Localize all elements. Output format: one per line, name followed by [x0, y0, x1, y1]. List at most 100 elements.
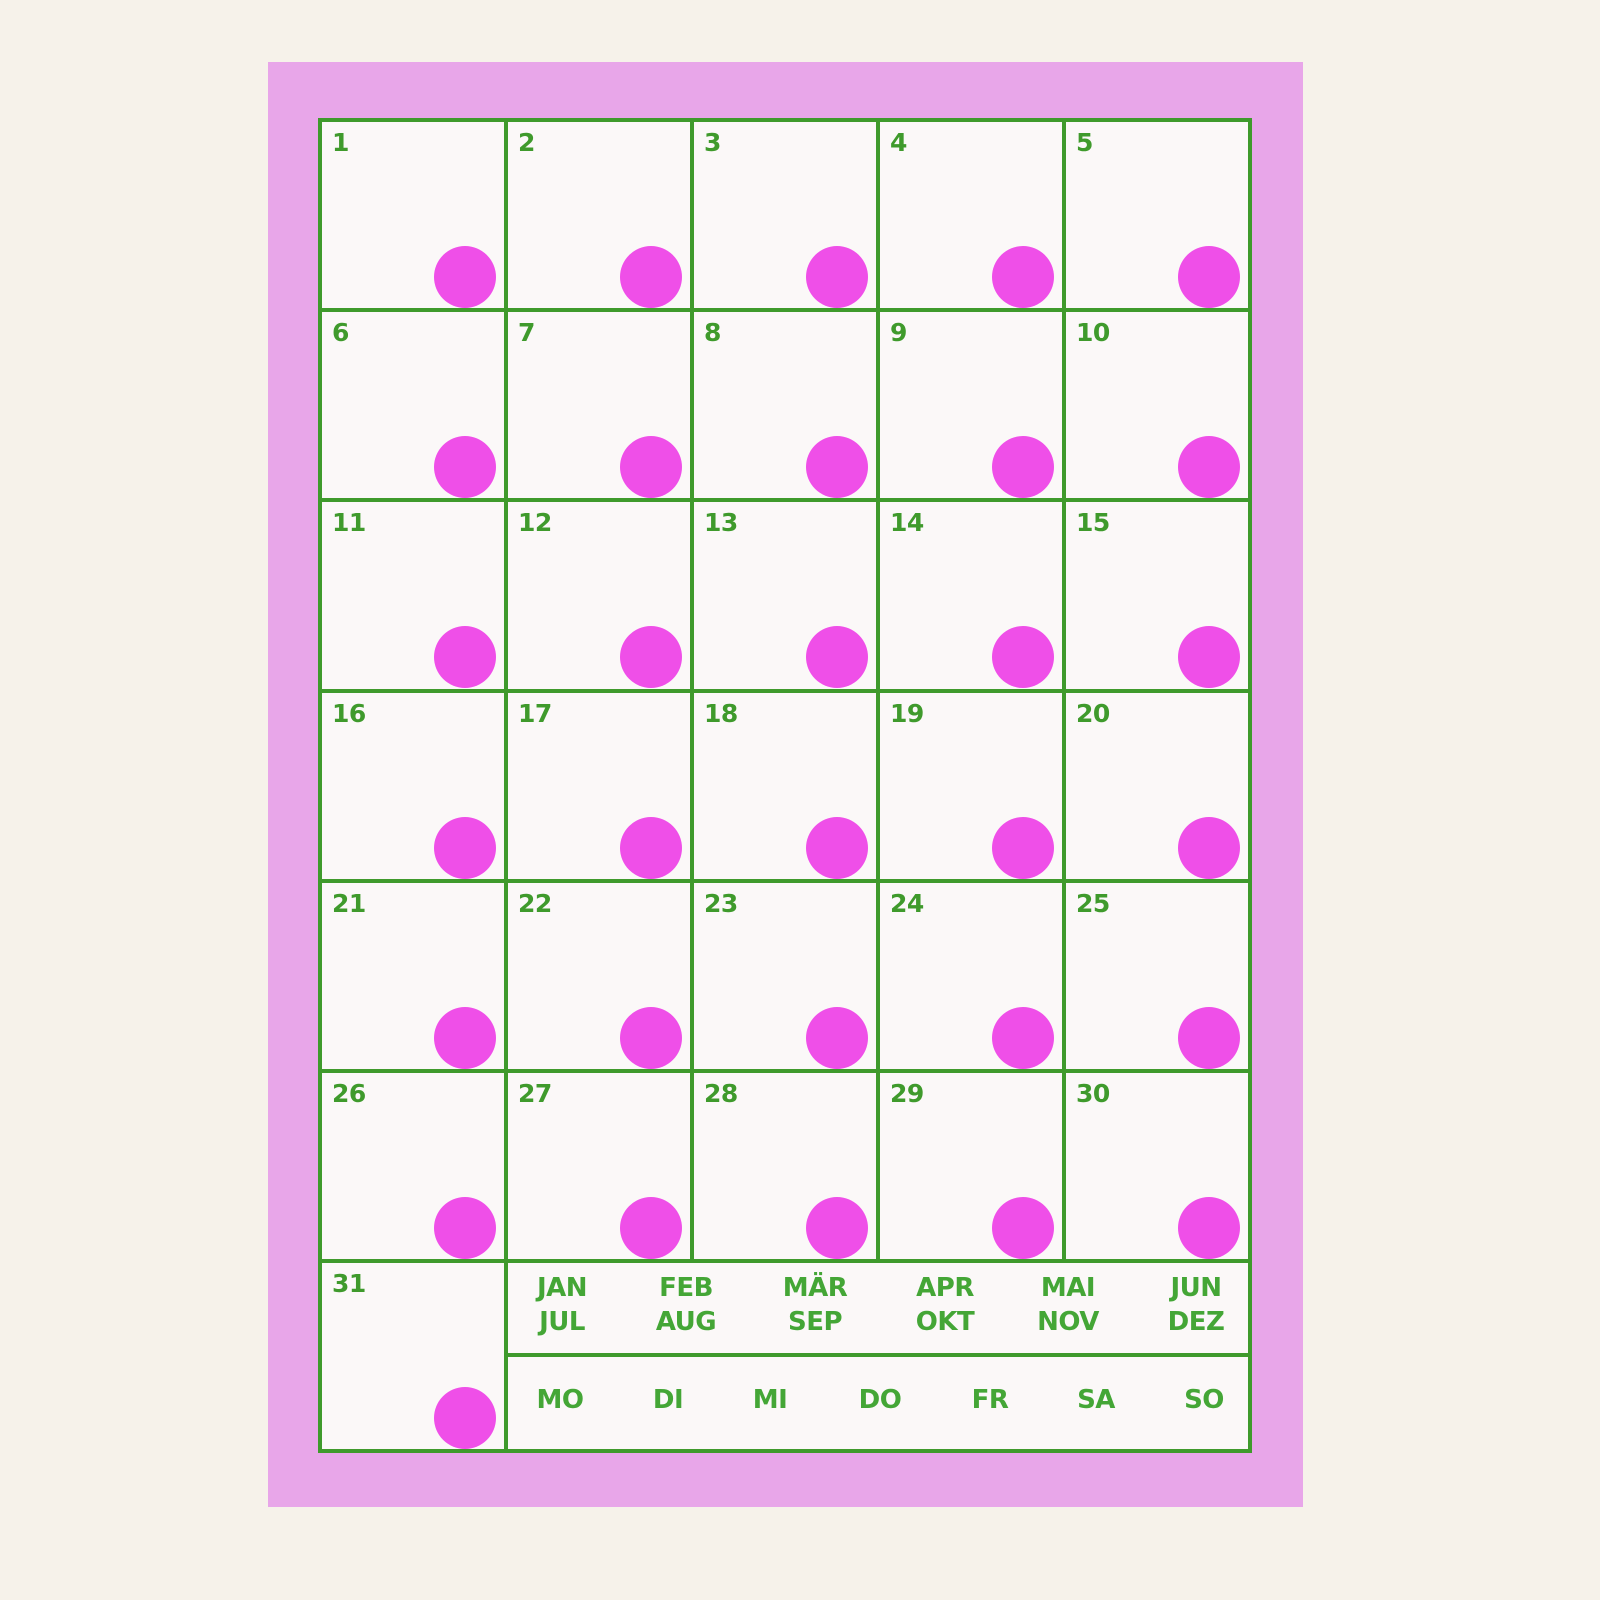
day-number: 8 — [704, 318, 721, 348]
day-number: 9 — [890, 318, 907, 348]
month-label-sep[interactable]: SEP — [787, 1307, 843, 1338]
day-cell-19[interactable]: 19 — [876, 688, 1066, 883]
day-cell-2[interactable]: 2 — [504, 118, 694, 313]
day-cell-9[interactable]: 9 — [876, 308, 1066, 503]
weekday-label-mo[interactable]: MO — [536, 1385, 584, 1416]
weekday-label-di[interactable]: DI — [652, 1385, 684, 1416]
day-number: 23 — [704, 888, 738, 918]
day-dot[interactable] — [1178, 626, 1240, 689]
day-dot[interactable] — [992, 816, 1054, 879]
day-dot[interactable] — [806, 626, 868, 689]
day-cell-15[interactable]: 15 — [1062, 498, 1252, 693]
month-label-aug[interactable]: AUG — [655, 1307, 717, 1338]
day-dot[interactable] — [434, 1197, 496, 1259]
day-dot[interactable] — [1178, 1197, 1240, 1259]
day-dot[interactable] — [806, 1006, 868, 1069]
day-dot[interactable] — [620, 436, 682, 499]
month-label-jan[interactable]: JAN — [536, 1273, 588, 1304]
day-number: 12 — [518, 508, 552, 538]
day-dot[interactable] — [806, 436, 868, 499]
weekday-label-do[interactable]: DO — [858, 1385, 902, 1416]
day-cell-10[interactable]: 10 — [1062, 308, 1252, 503]
day-cell-8[interactable]: 8 — [690, 308, 880, 503]
day-dot[interactable] — [620, 1197, 682, 1259]
day-number: 25 — [1076, 888, 1110, 918]
day-cell-13[interactable]: 13 — [690, 498, 880, 693]
day-cell-27[interactable]: 27 — [504, 1069, 694, 1264]
day-dot[interactable] — [434, 626, 496, 689]
month-label-jun[interactable]: JUN — [1170, 1273, 1222, 1304]
day-number: 18 — [704, 698, 738, 728]
day-number: 20 — [1076, 698, 1110, 728]
day-cell-30[interactable]: 30 — [1062, 1069, 1252, 1264]
day-dot[interactable] — [620, 626, 682, 689]
day-cell-4[interactable]: 4 — [876, 118, 1066, 313]
day-cell-31[interactable]: 31 — [318, 1259, 508, 1454]
day-cell-1[interactable]: 1 — [318, 118, 508, 313]
day-cell-18[interactable]: 18 — [690, 688, 880, 883]
month-label-nov[interactable]: NOV — [1037, 1307, 1099, 1338]
month-label-apr[interactable]: APR — [916, 1273, 974, 1304]
day-dot[interactable] — [1178, 816, 1240, 879]
day-dot[interactable] — [620, 1006, 682, 1069]
day-dot[interactable] — [434, 246, 496, 308]
day-cell-3[interactable]: 3 — [690, 118, 880, 313]
day-dot[interactable] — [620, 246, 682, 308]
day-cell-20[interactable]: 20 — [1062, 688, 1252, 883]
day-number: 16 — [332, 698, 366, 728]
day-dot[interactable] — [434, 1006, 496, 1069]
day-number: 15 — [1076, 508, 1110, 538]
day-cell-11[interactable]: 11 — [318, 498, 508, 693]
weekday-label-mi[interactable]: MI — [752, 1385, 788, 1416]
day-cell-25[interactable]: 25 — [1062, 878, 1252, 1073]
day-number: 28 — [704, 1079, 738, 1108]
day-number: 6 — [332, 318, 349, 348]
month-label-mär[interactable]: MÄR — [782, 1273, 848, 1304]
day-number: 22 — [518, 888, 552, 918]
day-cell-5[interactable]: 5 — [1062, 118, 1252, 313]
day-cell-22[interactable]: 22 — [504, 878, 694, 1073]
day-dot[interactable] — [1178, 436, 1240, 499]
month-label-dez[interactable]: DEZ — [1167, 1307, 1225, 1338]
day-dot[interactable] — [434, 1387, 496, 1450]
day-cell-14[interactable]: 14 — [876, 498, 1066, 693]
day-cell-7[interactable]: 7 — [504, 308, 694, 503]
month-label-okt[interactable]: OKT — [915, 1307, 975, 1338]
day-number: 5 — [1076, 128, 1093, 157]
day-dot[interactable] — [992, 1006, 1054, 1069]
day-dot[interactable] — [806, 1197, 868, 1259]
day-number: 21 — [332, 888, 366, 918]
day-cell-23[interactable]: 23 — [690, 878, 880, 1073]
day-dot[interactable] — [1178, 246, 1240, 308]
weekday-label-fr[interactable]: FR — [971, 1385, 1009, 1416]
day-dot[interactable] — [992, 246, 1054, 308]
day-dot[interactable] — [1178, 1006, 1240, 1069]
day-cell-16[interactable]: 16 — [318, 688, 508, 883]
day-cell-26[interactable]: 26 — [318, 1069, 508, 1264]
calendar-grid: 1 2 3 4 5 6 7 8 9 10 11 12 13 14 15 16 17 18 19 20 21 22 23 24 2… — [318, 118, 1252, 1454]
day-cell-6[interactable]: 6 — [318, 308, 508, 503]
day-dot[interactable] — [806, 816, 868, 879]
day-cell-28[interactable]: 28 — [690, 1069, 880, 1264]
day-dot[interactable] — [434, 436, 496, 499]
day-dot[interactable] — [992, 1197, 1054, 1259]
month-label-jul[interactable]: JUL — [539, 1307, 585, 1338]
day-cell-17[interactable]: 17 — [504, 688, 694, 883]
day-number: 10 — [1076, 318, 1110, 348]
day-number: 17 — [518, 698, 552, 728]
day-dot[interactable] — [992, 436, 1054, 499]
day-cell-29[interactable]: 29 — [876, 1069, 1066, 1264]
weekday-label-sa[interactable]: SA — [1077, 1385, 1115, 1416]
day-number: 3 — [704, 128, 721, 157]
day-cell-21[interactable]: 21 — [318, 878, 508, 1073]
day-dot[interactable] — [620, 816, 682, 879]
day-dot[interactable] — [992, 626, 1054, 689]
month-label-feb[interactable]: FEB — [659, 1273, 713, 1304]
day-dot[interactable] — [434, 816, 496, 879]
day-cell-12[interactable]: 12 — [504, 498, 694, 693]
day-cell-24[interactable]: 24 — [876, 878, 1066, 1073]
month-label-mai[interactable]: MAI — [1040, 1273, 1096, 1304]
weekday-label-so[interactable]: SO — [1184, 1385, 1224, 1416]
day-number: 30 — [1076, 1079, 1110, 1108]
day-dot[interactable] — [806, 246, 868, 308]
